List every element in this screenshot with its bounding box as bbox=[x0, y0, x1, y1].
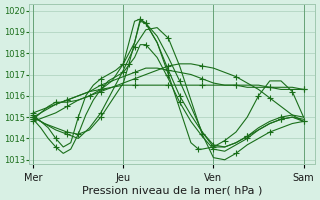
X-axis label: Pression niveau de la mer( hPa ): Pression niveau de la mer( hPa ) bbox=[82, 186, 262, 196]
